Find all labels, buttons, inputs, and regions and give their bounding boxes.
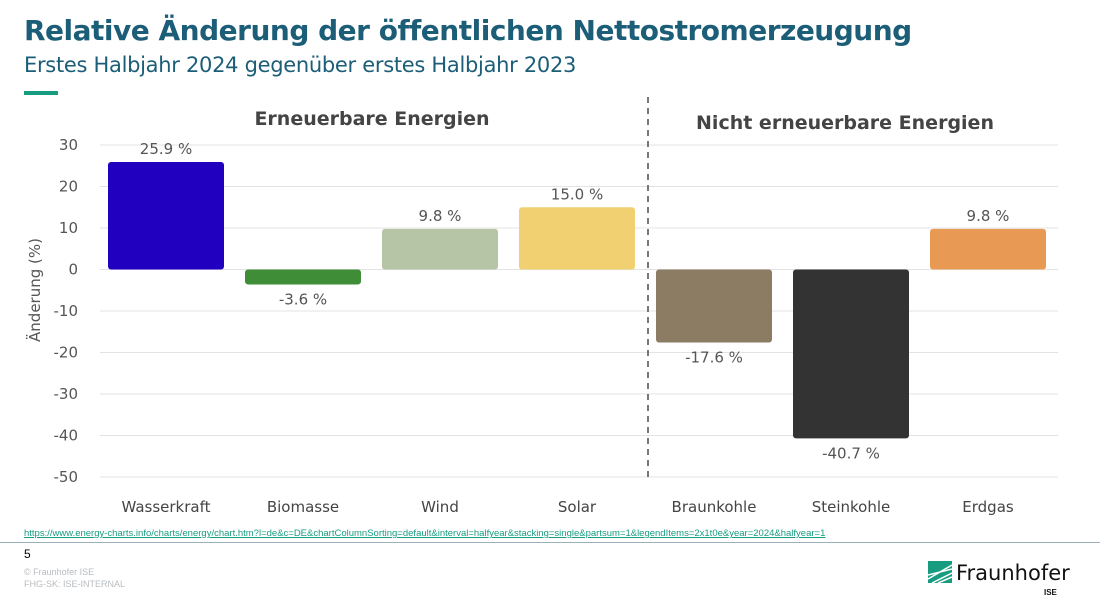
y-tick-label: 0 xyxy=(68,261,78,279)
bar-braunkohle xyxy=(656,269,772,343)
page-number: 5 xyxy=(24,547,31,561)
bar-wasserkraft xyxy=(108,162,224,270)
y-tick-label: -20 xyxy=(54,344,79,362)
x-tick-label: Solar xyxy=(558,498,597,516)
y-tick-label: -10 xyxy=(54,302,79,320)
y-tick-label: -30 xyxy=(54,385,79,403)
data-label: 9.8 % xyxy=(419,207,462,225)
logo-subtext: ISE xyxy=(1044,588,1057,597)
y-axis-label: Änderung (%) xyxy=(25,238,44,342)
y-tick-label: 10 xyxy=(59,219,78,237)
y-tick-label: 30 xyxy=(59,136,78,154)
y-tick-label: -50 xyxy=(54,468,79,486)
data-label: -40.7 % xyxy=(822,444,880,462)
data-label: -17.6 % xyxy=(685,349,743,367)
data-label: -3.6 % xyxy=(279,290,327,308)
data-label: 15.0 % xyxy=(551,185,603,203)
logo-text: Fraunhofer xyxy=(956,561,1070,585)
x-tick-label: Wasserkraft xyxy=(121,498,210,516)
bar-biomasse xyxy=(245,269,361,285)
y-tick-label: 20 xyxy=(59,178,78,196)
x-tick-label: Biomasse xyxy=(267,498,339,516)
copyright: © Fraunhofer ISE xyxy=(24,567,95,577)
x-tick-label: Erdgas xyxy=(962,498,1014,516)
bar-erdgas xyxy=(930,228,1046,270)
bar-wind xyxy=(382,228,498,270)
footer-divider xyxy=(0,542,1100,543)
classification: FHG-SK: ISE-INTERNAL xyxy=(24,579,126,589)
group-label-renewable: Erneuerbare Energien xyxy=(254,108,489,130)
bar-chart: 30 20 10 0 -10 -20 -30 -40 -50 25.9 % Wasserkraft… xyxy=(25,97,1058,516)
source-link[interactable]: https://www.energy-charts.info/charts/en… xyxy=(24,528,826,539)
y-tick-label: -40 xyxy=(54,427,79,445)
fraunhofer-logo-icon xyxy=(928,561,952,583)
accent-bar xyxy=(24,91,58,95)
page-title: Relative Änderung der öffentlichen Netto… xyxy=(24,14,912,47)
data-label: 25.9 % xyxy=(140,140,192,158)
bar-steinkohle xyxy=(793,269,909,439)
x-tick-label: Braunkohle xyxy=(672,498,757,516)
bar-solar xyxy=(519,207,635,270)
page-subtitle: Erstes Halbjahr 2024 gegenüber erstes Ha… xyxy=(24,53,577,77)
x-tick-label: Steinkohle xyxy=(812,498,891,516)
group-label-nonrenewable: Nicht erneuerbare Energien xyxy=(696,112,994,134)
data-label: 9.8 % xyxy=(967,207,1010,225)
x-tick-label: Wind xyxy=(421,498,459,516)
footer-text: © Fraunhofer ISE FHG-SK: ISE-INTERNAL xyxy=(24,566,125,590)
